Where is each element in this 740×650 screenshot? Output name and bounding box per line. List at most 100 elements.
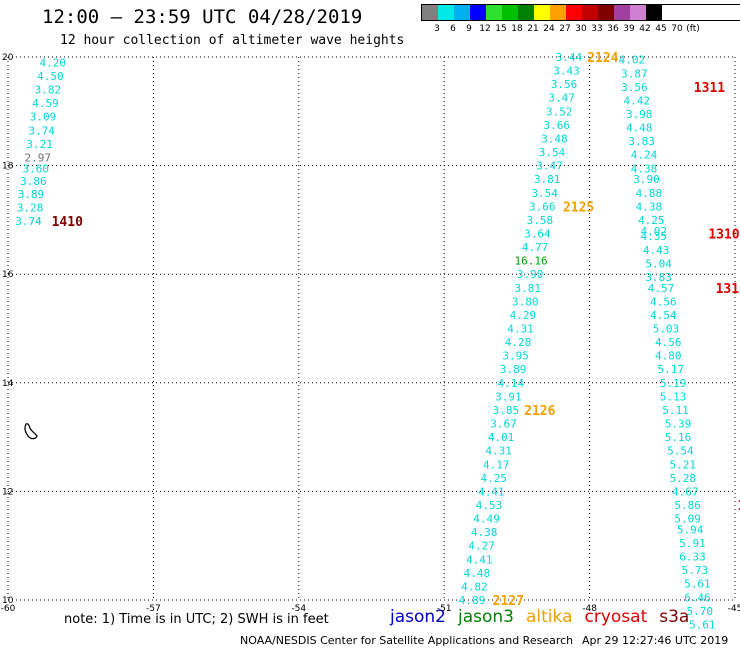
wave-height-value: 4.89 [459, 594, 486, 607]
wave-height-value: 4.42 [624, 94, 651, 107]
wave-height-value: 4.82 [461, 580, 488, 593]
wave-height-value: 3.86 [20, 175, 47, 188]
legend-swatch [470, 5, 486, 20]
wave-height-value: 5.70 [687, 605, 714, 618]
legend-swatch [566, 5, 582, 20]
wave-height-value: 4.27 [468, 540, 495, 553]
wave-height-value: 3.21 [26, 138, 53, 151]
wave-height-value: 4.01 [488, 431, 515, 444]
legend-label: 3 [434, 24, 440, 34]
altimeter-tracks: 4.204.503.824.593.093.743.212.973.603.86… [15, 51, 740, 631]
wave-height-value: 3.82 [35, 84, 62, 97]
wave-height-value: 4.31 [485, 445, 512, 458]
wave-height-value: 4.59 [32, 97, 59, 110]
wave-height-value: 4.20 [40, 56, 67, 69]
wave-height-value: 6.33 [679, 551, 706, 564]
wave-height-value: 3.80 [512, 295, 539, 308]
legend-label: 18 [511, 24, 523, 34]
x-tick-label: -48 [582, 604, 597, 614]
wave-height-value: 5.61 [684, 578, 711, 591]
wave-height-value: 3.43 [553, 65, 580, 78]
legend-swatch [582, 5, 598, 20]
wave-height-value: 3.28 [17, 201, 44, 214]
wave-height-value: 5.54 [667, 445, 694, 458]
footer-credit: NOAA/NESDIS Center for Satellite Applica… [240, 634, 574, 647]
wave-height-value: 3.74 [15, 215, 42, 228]
pass-time-label: 1310 [716, 282, 740, 297]
wave-height-value: 5.03 [653, 323, 680, 336]
wave-height-value: 4.67 [672, 485, 699, 498]
wave-height-value: 5.04 [645, 257, 672, 270]
wave-height-value: 3.98 [626, 108, 653, 121]
wave-height-value: 3.47 [548, 92, 575, 105]
legend-swatch [550, 5, 566, 20]
wave-height-value: 5.73 [682, 564, 709, 577]
wave-height-value: 4.02 [619, 54, 646, 67]
x-tick-label: -60 [1, 604, 16, 614]
wave-height-value: 3.87 [621, 67, 648, 80]
wave-height-value: 5.94 [677, 523, 704, 536]
wave-height-value: 16.16 [514, 255, 547, 268]
wave-height-value: 3.58 [527, 214, 554, 227]
wave-height-value: 4.56 [655, 336, 682, 349]
footer-timestamp: Apr 29 12:27:46 UTC 2019 [582, 634, 729, 647]
wave-height-value: 4.24 [631, 149, 658, 162]
wave-height-value: 3.89 [500, 363, 526, 376]
wave-height-value: 4.29 [510, 309, 537, 322]
wave-height-value: 3.09 [30, 111, 56, 124]
pass-time-label: 1311 [694, 81, 725, 96]
wave-height-value: 4.53 [476, 499, 503, 512]
wave-height-value: 3.81 [534, 173, 561, 186]
wave-height-value: 4.28 [505, 336, 532, 349]
wave-height-value: 5.13 [660, 390, 687, 403]
wave-height-value: 3.95 [502, 350, 529, 363]
mission-s3a: s3a [659, 607, 690, 627]
x-tick-label: -45 [728, 604, 740, 614]
wave-height-value: 4.88 [636, 187, 663, 200]
island-outline [24, 423, 38, 440]
wave-height-value: 4.48 [626, 122, 653, 135]
wave-height-value: 2.97 [24, 151, 51, 164]
legend-label: 12 [479, 24, 491, 34]
wave-height-value: 4.31 [507, 323, 534, 336]
wave-height-value: 3.66 [529, 200, 556, 213]
wave-height-value: 3.60 [23, 162, 50, 175]
footer-note: note: 1) Time is in UTC; 2) SWH is in fe… [64, 612, 329, 627]
legend-label: 21 [527, 24, 539, 34]
y-tick-label: 18 [2, 162, 14, 172]
color-legend-bar [421, 4, 740, 21]
wave-height-value: 3.90 [633, 173, 660, 186]
map-grid [7, 56, 736, 601]
wave-height-value: 3.47 [536, 160, 563, 173]
mission-legend: jason2 jason3 altika cryosat s3a [390, 607, 701, 627]
wave-height-value: 3.90 [517, 268, 544, 281]
legend-label: 39 [623, 24, 635, 34]
wave-height-value: 4.56 [650, 295, 677, 308]
wave-height-value: 6.46 [684, 591, 711, 604]
legend-swatch [646, 5, 662, 20]
legend-label: 15 [495, 24, 507, 34]
legend-label: (ft) [686, 24, 700, 34]
legend-swatch [630, 5, 646, 20]
wave-height-value: 4.49 [473, 513, 500, 526]
y-tick-label: 20 [2, 53, 14, 63]
y-tick-label: 12 [2, 487, 13, 497]
wave-height-value: 3.56 [621, 81, 648, 94]
wave-height-value: 4.80 [655, 350, 682, 363]
mission-jason2: jason2 [390, 607, 446, 627]
legend-swatch [502, 5, 518, 20]
legend-swatch [438, 5, 454, 20]
wave-height-value: 5.17 [657, 363, 684, 376]
wave-height-value: 4.17 [483, 458, 510, 471]
wave-height-value: 5.28 [670, 472, 697, 485]
pass-time-label: 2127 [493, 594, 524, 609]
wave-height-value: 5.16 [665, 431, 692, 444]
mission-jason3: jason3 [458, 607, 514, 627]
wave-height-value: 5.91 [679, 537, 706, 550]
wave-height-value: 3.52 [546, 105, 573, 118]
legend-swatch [518, 5, 534, 20]
wave-height-value: 3.48 [541, 132, 568, 145]
legend-label: 36 [607, 24, 619, 34]
wave-height-value: 3.83 [628, 135, 655, 148]
wave-height-value: 3.67 [490, 418, 517, 431]
